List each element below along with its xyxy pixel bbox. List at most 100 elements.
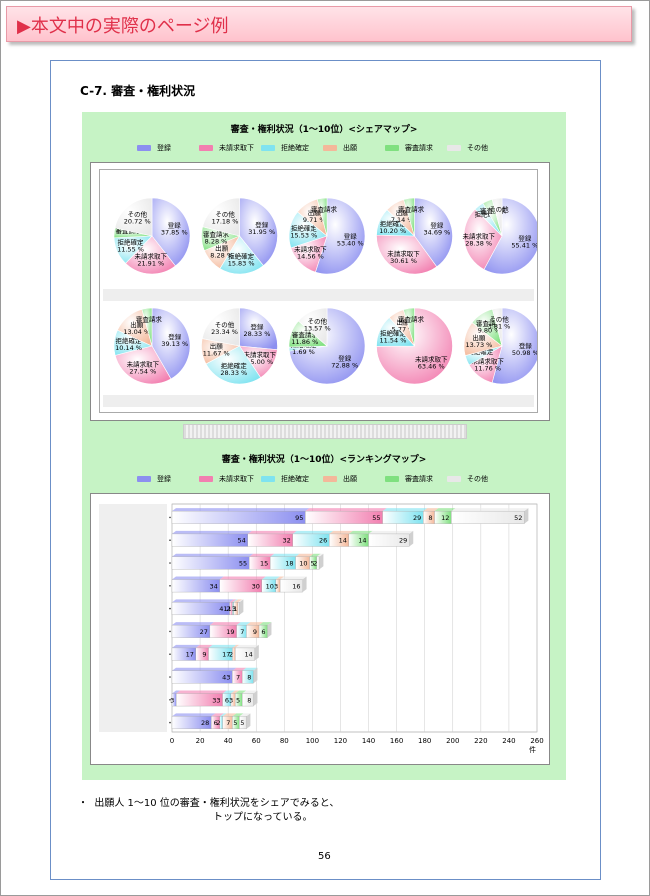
bar-segment-top: [237, 599, 244, 603]
pie-slice-value: 21.91 %: [137, 260, 164, 268]
bar-value-label: 9: [253, 628, 257, 636]
legend-item: 未請求取下: [199, 474, 261, 484]
bar-value-label: 29: [413, 514, 421, 522]
banner: ▶本文中の実際のページ例: [6, 6, 632, 42]
pie-slice-label: 審査請求: [398, 205, 425, 214]
legend-swatch: [137, 145, 151, 151]
bar-segment-top: [270, 553, 300, 557]
legend-item: 拒絶確定: [261, 474, 323, 484]
x-tick-label: 260: [530, 737, 543, 745]
x-tick-label: 200: [446, 737, 459, 745]
pie-slice-value: 5.77 %: [392, 325, 415, 333]
bar-value-label: 8: [247, 674, 251, 682]
bar-value-label: 5: [310, 560, 314, 568]
pie-slice-value: 15.83 %: [228, 260, 255, 268]
x-tick-label: 240: [502, 737, 515, 745]
section-title: C-7. 審査・権利状況: [80, 84, 196, 98]
legend-swatch: [137, 476, 151, 482]
pie-slice: [492, 307, 503, 347]
pie-slice-value: 14.56 %: [297, 253, 324, 261]
bar-segment-top: [172, 599, 234, 603]
pie-slice-label: 登録: [430, 221, 444, 230]
legend-swatch: [323, 145, 337, 151]
bar-segment-top: [229, 599, 237, 603]
pie-slice-label: 審査請求: [136, 315, 163, 324]
bar-segment-top: [259, 622, 272, 626]
pie-slice-label: 出願: [396, 317, 410, 326]
pie-slice: [491, 307, 537, 385]
pie-slice-value: 53.40 %: [337, 240, 364, 248]
pie-slice-label: 拒絶確定: [475, 209, 502, 218]
bar-segment-top: [172, 576, 224, 580]
bar-row: 95 55 29 8 12 52: [169, 508, 529, 524]
legend-item: 出願: [323, 143, 385, 153]
bar-value-label: 14: [358, 537, 366, 545]
bar-value-label: 8: [428, 514, 432, 522]
bar-value-label: 52: [514, 514, 522, 522]
bar-segment-top: [232, 667, 247, 671]
legend-item: その他: [447, 143, 509, 153]
legend-item: 出願: [323, 474, 385, 484]
bar-value-label: 6: [214, 719, 218, 727]
pie-slice-label: 拒絶確定: [118, 238, 145, 247]
pie-slice-label: 出願: [130, 320, 144, 329]
pie-slice-value: 20.72 %: [124, 218, 151, 226]
pie-slice-value: 34.69 %: [423, 229, 450, 237]
bar-row: 55 15 18 10 52: [169, 553, 324, 570]
bar-segment-top: [232, 644, 240, 648]
bar-value-label: 8: [247, 696, 251, 704]
pie-slice: [463, 208, 503, 270]
pie-slice-label: 登録: [250, 322, 263, 331]
pie-slice-label: 拒絶確定: [228, 252, 255, 261]
bar-segment-top: [242, 690, 258, 694]
bar-segment-top: [219, 576, 266, 580]
pie-slice-value: 63.46 %: [418, 363, 445, 371]
bullet-line-1: 出願人 1～10 位の審査・権利状況をシェアでみると、: [94, 798, 340, 809]
pie-slice-value: 30.61 %: [390, 257, 417, 265]
bar-end-cap: [254, 644, 259, 661]
bar-value-label: 7: [236, 674, 240, 682]
pie-slice: [403, 197, 415, 237]
bar-value-label: 34: [209, 582, 217, 590]
bar-row: 54 32 26 14 14 29: [169, 530, 414, 547]
x-tick-label: 160: [390, 737, 403, 745]
pie-slice-label: 登録: [344, 232, 358, 241]
legend-label: 出願: [343, 144, 357, 152]
bar-value-label: 41: [219, 605, 227, 613]
bar-value-label: 55: [239, 560, 247, 568]
pie-slice-label: 未請求取下: [415, 355, 448, 364]
pie-slice-value: 10.20 %: [379, 227, 406, 235]
pie-slice-value: 37.85 %: [161, 228, 188, 236]
bar-segment-top: [211, 713, 224, 717]
pie-slice: [315, 197, 366, 275]
x-tick-label: 220: [474, 737, 487, 745]
legend-label: その他: [467, 475, 488, 483]
bar-segment-top: [309, 553, 321, 557]
row-tick: [169, 562, 171, 564]
bar-value-label: 7: [240, 628, 244, 636]
x-tick-label: 80: [280, 737, 289, 745]
bar-value-label: 6: [261, 628, 265, 636]
bar-segment-top: [219, 713, 227, 717]
bar-segment-top: [275, 576, 285, 580]
pie-slice-label: 未請求取下: [471, 357, 504, 366]
legend-swatch: [447, 476, 461, 482]
x-tick-label: 100: [306, 737, 319, 745]
pie-slice-label: その他: [489, 315, 509, 324]
bar-value-label: 27: [200, 628, 208, 636]
x-tick-label: 20: [196, 737, 205, 745]
pie-slice-label: 登録: [168, 332, 182, 341]
bar-segment-top: [236, 622, 251, 626]
pie-slice-value: 7.14 %: [391, 216, 414, 224]
bar-segment-top: [233, 599, 242, 603]
pie-slice-value: 28.33 %: [244, 330, 271, 338]
bar-value-label: 95: [295, 514, 303, 522]
x-tick-label: 60: [252, 737, 261, 745]
pie-slice-label: 審査請求: [398, 315, 425, 324]
bar-end-cap: [524, 508, 529, 524]
